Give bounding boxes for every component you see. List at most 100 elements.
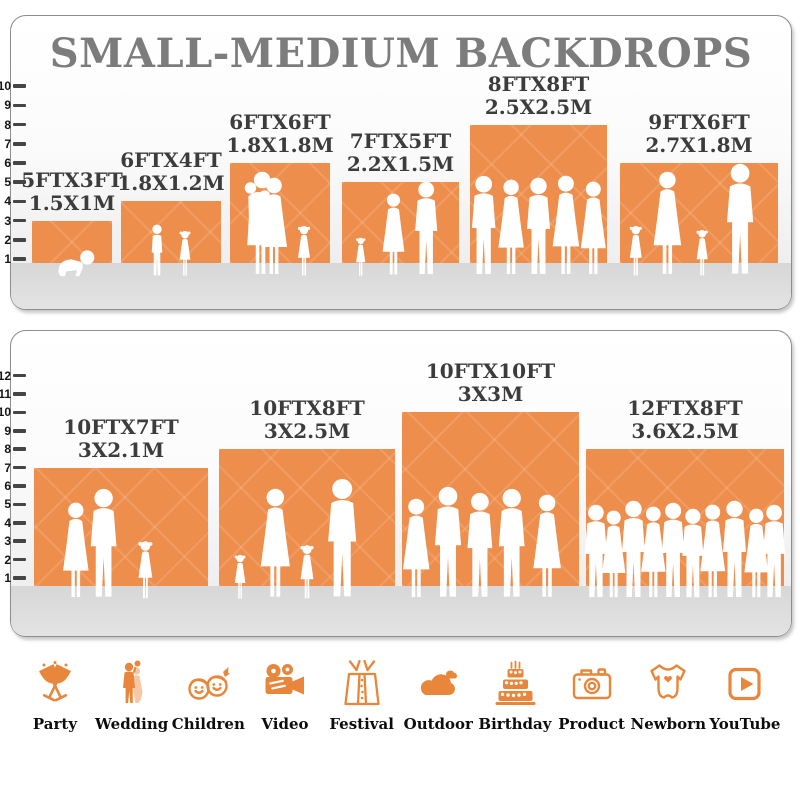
ruler-tick xyxy=(13,238,26,242)
ruler-tick xyxy=(13,521,26,525)
category-item-product: Product xyxy=(557,660,627,733)
size-label-m: 1.8X1.2M xyxy=(117,171,225,196)
ruler-tick xyxy=(13,557,26,562)
page-title: SMALL-MEDIUM BACKDROPS xyxy=(49,30,753,77)
category-label: Video xyxy=(261,715,309,733)
size-label-ft: 8FTX8FT xyxy=(487,71,590,96)
size-label-ft: 12FTX8FT xyxy=(627,396,743,421)
category-item-youtube: YouTube xyxy=(709,660,781,733)
ruler-tick xyxy=(13,161,26,165)
category-label: YouTube xyxy=(709,715,781,733)
backdrop-rect xyxy=(470,124,607,263)
category-item-newborn: Newborn xyxy=(630,660,706,733)
festival-icon xyxy=(338,660,386,708)
floor-strip xyxy=(11,263,791,309)
category-label: Children xyxy=(171,715,245,733)
backdrop-rect xyxy=(230,163,330,263)
ruler-number: 1 xyxy=(4,252,11,266)
size-label-ft: 7FTX5FT xyxy=(349,129,452,154)
category-item-children: Children xyxy=(171,660,245,733)
backdrop-rect xyxy=(32,220,112,263)
size-label-ft: 10FTX7FT xyxy=(63,414,179,439)
ruler-number: 10 xyxy=(0,405,11,420)
backdrop-rect xyxy=(620,163,778,263)
category-label: Party xyxy=(32,715,78,733)
backdrop-size-label: 6FTX4FT 1.8X1.2M xyxy=(117,149,224,195)
ruler-number: 5 xyxy=(4,175,11,190)
backdrop-size-label: 10FTX10FT 3X3M xyxy=(426,360,555,406)
category-icon-row: Party Wedding Children Video Festival Outdoor… xyxy=(20,660,780,770)
category-item-birthday: Birthday xyxy=(478,660,552,733)
ruler-number: 6 xyxy=(4,479,11,493)
category-item-festival: Festival xyxy=(327,660,397,733)
ruler-tick xyxy=(13,465,26,470)
party-icon xyxy=(31,660,79,708)
ruler-number: 9 xyxy=(4,423,11,438)
ruler-tick xyxy=(13,576,26,580)
ruler-number: 4 xyxy=(4,194,11,209)
backdrop-rect xyxy=(219,449,395,586)
ruler-tick xyxy=(13,218,26,223)
ruler-tick xyxy=(13,257,26,261)
birthday-icon xyxy=(491,660,539,708)
size-label-m: 3X3M xyxy=(457,382,524,407)
backdrop-size-chart-panel-top: SMALL-MEDIUM BACKDROPS 1 2 3 4 5 6 7 8 9 10 5FTX3F… xyxy=(0,15,792,310)
ruler-number: 1 xyxy=(4,571,11,585)
size-label-m: 3X2.1M xyxy=(77,437,165,462)
ruler-number: 7 xyxy=(4,460,11,475)
category-label: Product xyxy=(558,715,625,733)
category-label: Newborn xyxy=(630,715,706,733)
ruler-number: 3 xyxy=(4,534,11,549)
category-item-wedding: Wedding xyxy=(95,660,169,733)
size-label-m: 1.5X1M xyxy=(28,190,116,215)
size-label-m: 2.7X1.8M xyxy=(645,133,753,157)
backdrop-rect xyxy=(402,412,579,586)
ruler-number: 3 xyxy=(4,213,11,228)
category-item-video: Video xyxy=(250,660,320,733)
backdrop-rect xyxy=(342,182,459,263)
backdrop-size-label: 6FTX6FT 1.8X1.8M xyxy=(226,111,333,157)
category-label: Festival xyxy=(329,715,394,733)
backdrop-size-chart-panel-bottom: 1 2 3 4 5 6 7 8 9 10 11 12 10FTX7FT 3X2.1M 10FTX8FT 3X2… xyxy=(0,330,792,637)
ruler-number: 11 xyxy=(0,387,11,401)
size-label-ft: 10FTX10FT xyxy=(425,359,556,384)
ruler-tick xyxy=(13,199,26,204)
category-label: Outdoor xyxy=(403,715,473,733)
ruler-tick xyxy=(13,502,26,507)
ruler-number: 8 xyxy=(4,117,11,132)
size-label-m: 2.2X1.5M xyxy=(346,152,455,177)
ruler-tick xyxy=(13,429,26,433)
floor-strip xyxy=(11,586,791,636)
size-label-m: 3.6X2.5M xyxy=(631,419,739,444)
ruler-tick xyxy=(13,84,26,88)
backdrop-rect xyxy=(586,449,784,586)
size-label-ft: 9FTX6FT xyxy=(648,110,750,134)
ruler-tick xyxy=(13,142,26,146)
outdoor-icon xyxy=(414,660,462,708)
backdrop-size-label: 7FTX5FT 2.2X1.5M xyxy=(347,130,454,176)
size-label-m: 3X2.5M xyxy=(263,419,351,444)
ruler-number: 5 xyxy=(4,497,11,512)
ruler-tick xyxy=(13,103,26,108)
size-label-m: 2.5X2.5M xyxy=(484,94,593,119)
ruler-number: 6 xyxy=(4,156,11,170)
size-label-ft: 10FTX8FT xyxy=(249,396,365,421)
ruler-number: 10 xyxy=(0,79,11,94)
category-item-outdoor: Outdoor xyxy=(403,660,473,733)
ruler-number: 12 xyxy=(0,368,11,383)
backdrop-size-label: 12FTX8FT 3.6X2.5M xyxy=(627,397,742,443)
ruler-tick xyxy=(13,539,26,543)
ruler-tick xyxy=(13,373,26,378)
ruler-number: 2 xyxy=(4,552,11,567)
product-icon xyxy=(568,660,616,708)
category-label: Birthday xyxy=(478,715,552,733)
category-item-party: Party xyxy=(20,660,90,733)
backdrop-size-label: 5FTX3FT 1.5X1M xyxy=(21,168,123,215)
size-label-ft: 6FTX4FT xyxy=(120,148,222,173)
category-label: Wedding xyxy=(95,715,169,733)
ruler-tick xyxy=(13,484,26,488)
ruler-number: 2 xyxy=(4,232,11,247)
children-icon xyxy=(184,660,232,708)
size-label-ft: 6FTX6FT xyxy=(229,110,331,134)
ruler-tick xyxy=(13,122,26,127)
